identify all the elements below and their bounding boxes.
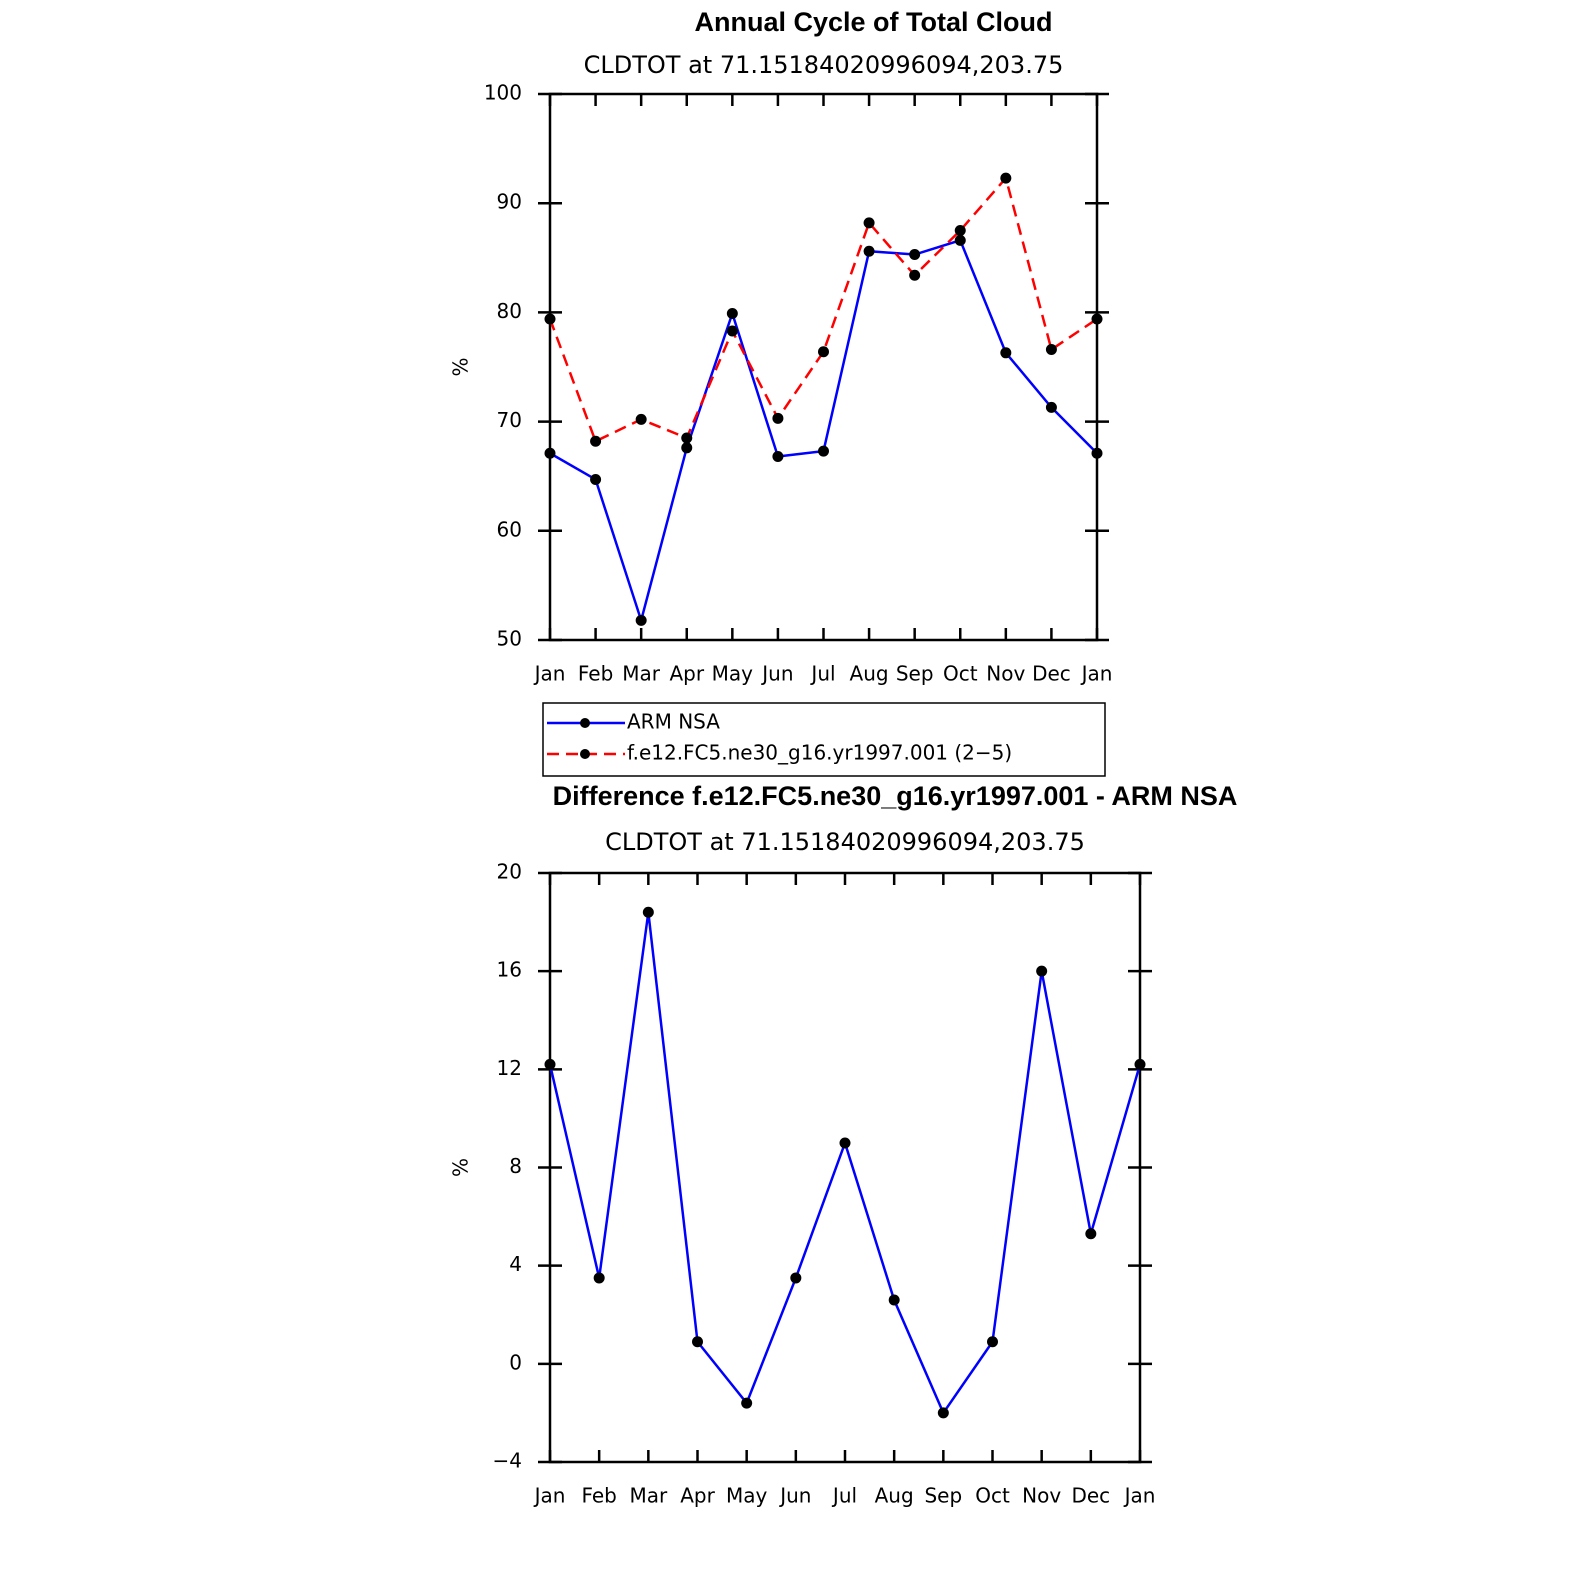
x-tick-label: Jul	[831, 1484, 857, 1508]
x-tick-label: Jul	[809, 662, 835, 686]
chart-subtitle: CLDTOT at 71.15184020996094,203.75	[584, 51, 1064, 79]
x-tick-label: Feb	[578, 662, 613, 686]
data-point	[593, 1272, 605, 1284]
data-point	[863, 245, 875, 257]
data-point	[839, 1137, 851, 1149]
x-tick-label: Dec	[1032, 662, 1071, 686]
data-point	[954, 234, 966, 246]
x-tick-label: Jun	[760, 662, 793, 686]
data-point	[544, 1058, 556, 1070]
x-tick-label: Oct	[975, 1484, 1010, 1508]
y-tick-label: 4	[509, 1252, 522, 1276]
y-tick-label: 20	[497, 860, 522, 884]
x-tick-label: Apr	[680, 1484, 715, 1508]
data-point	[681, 432, 693, 444]
data-point	[590, 473, 602, 485]
plot-frame	[548, 871, 1142, 1464]
y-tick-label: 60	[497, 517, 522, 541]
data-point	[692, 1336, 703, 1348]
x-tick-label: Aug	[875, 1484, 914, 1508]
y-axis-label: %	[449, 357, 473, 376]
y-tick-label: 12	[497, 1056, 522, 1080]
data-point	[772, 451, 784, 463]
legend-label: ARM NSA	[627, 710, 720, 734]
data-point	[818, 346, 829, 358]
x-tick-label: Jan	[1123, 1484, 1156, 1508]
data-point	[544, 447, 556, 459]
legend-marker	[580, 749, 590, 759]
y-tick-label: 50	[497, 627, 522, 651]
x-tick-label: Nov	[1022, 1484, 1061, 1508]
x-tick-label: Dec	[1071, 1484, 1110, 1508]
x-tick-label: May	[726, 1484, 768, 1508]
x-tick-label: Apr	[669, 662, 704, 686]
x-tick-label: Mar	[629, 1484, 668, 1508]
x-tick-label: Jan	[1080, 662, 1113, 686]
data-point	[1091, 313, 1103, 325]
x-tick-label: Sep	[924, 1484, 962, 1508]
chart-title: Annual Cycle of Total Cloud	[694, 7, 1052, 37]
data-point	[772, 412, 784, 424]
x-tick-label: Aug	[850, 662, 889, 686]
legend-box	[542, 702, 1106, 777]
data-point	[1045, 344, 1057, 356]
chart-title: Difference f.e12.FC5.ne30_g16.yr1997.001…	[553, 781, 1238, 811]
series-line	[548, 175, 1098, 443]
data-point	[642, 906, 654, 918]
data-point	[726, 325, 738, 337]
data-point	[590, 435, 602, 447]
data-point	[909, 269, 921, 281]
y-tick-label: 8	[509, 1154, 522, 1178]
x-tick-label: Jun	[778, 1484, 811, 1508]
data-point	[635, 413, 647, 425]
data-point	[681, 442, 693, 454]
data-point	[987, 1336, 998, 1348]
y-tick-label: 0	[509, 1350, 522, 1374]
legend-marker	[580, 718, 590, 728]
y-tick-label: 70	[497, 408, 522, 432]
x-tick-label: Jan	[533, 662, 566, 686]
series-line	[549, 238, 1098, 625]
data-point	[937, 1407, 949, 1419]
data-point	[888, 1294, 900, 1306]
data-point	[1000, 172, 1012, 184]
data-point	[1045, 401, 1057, 413]
plot-frame	[548, 92, 1099, 642]
data-point	[1134, 1058, 1146, 1070]
x-tick-label: Nov	[986, 662, 1025, 686]
data-point	[818, 445, 829, 457]
legend-label: f.e12.FC5.ne30_g16.yr1997.001 (2−5)	[627, 741, 1012, 765]
y-tick-label: 16	[497, 958, 522, 982]
data-point	[1036, 965, 1048, 977]
chart-subtitle: CLDTOT at 71.15184020996094,203.75	[605, 828, 1085, 856]
data-point	[1085, 1228, 1097, 1240]
data-point	[544, 313, 556, 325]
y-tick-label: 90	[497, 190, 522, 214]
data-point	[1000, 347, 1012, 359]
x-tick-label: May	[712, 662, 754, 686]
data-point	[863, 217, 875, 229]
x-tick-label: Oct	[943, 662, 978, 686]
data-point	[954, 225, 966, 236]
series-line	[548, 912, 1142, 1416]
x-tick-label: Jan	[533, 1484, 566, 1508]
data-point	[635, 614, 647, 626]
data-point	[1091, 447, 1103, 459]
x-tick-label: Mar	[622, 662, 661, 686]
y-tick-label: 80	[497, 299, 522, 323]
x-tick-label: Feb	[581, 1484, 616, 1508]
data-point	[790, 1272, 802, 1284]
data-point	[726, 307, 738, 319]
data-point	[741, 1397, 753, 1409]
y-tick-label: −4	[493, 1449, 522, 1473]
y-tick-label: 100	[484, 81, 522, 105]
x-tick-label: Sep	[896, 662, 934, 686]
y-axis-label: %	[449, 1158, 473, 1177]
data-point	[909, 249, 921, 261]
